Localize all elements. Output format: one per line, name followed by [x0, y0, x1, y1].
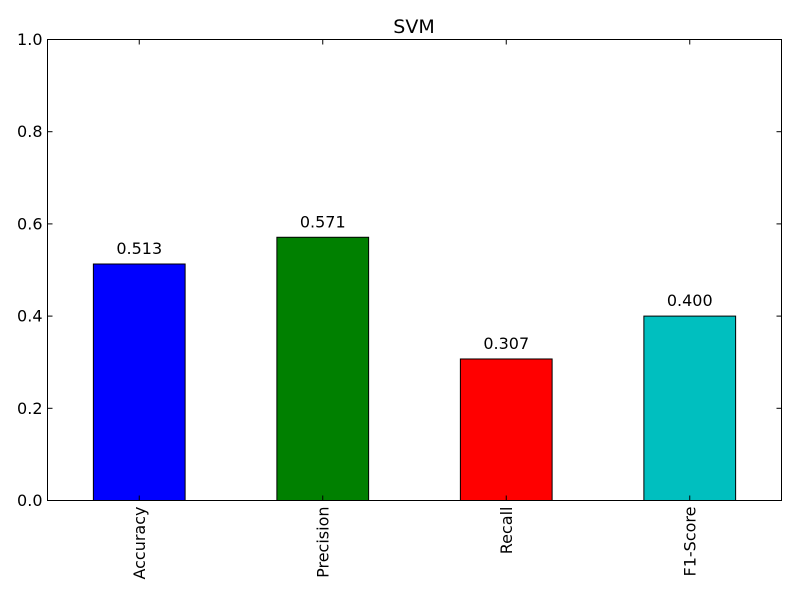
bar-label-f1-score: 0.400	[667, 291, 713, 310]
y-tick-label: 0.0	[17, 491, 42, 510]
bar-label-recall: 0.307	[483, 334, 529, 353]
y-tick-label: 0.8	[17, 122, 42, 141]
bar-accuracy	[92, 263, 186, 501]
bars-layer	[92, 236, 737, 501]
chart-title: SVM	[393, 16, 434, 38]
bar-recall	[459, 358, 553, 501]
bar-label-precision: 0.571	[300, 212, 346, 231]
bar-value-labels: 0.513 0.571 0.307 0.400	[116, 212, 712, 353]
bar-label-accuracy: 0.513	[116, 239, 162, 258]
x-axis: Accuracy Precision Recall F1-Score	[130, 39, 699, 580]
y-tick-label: 1.0	[17, 30, 42, 49]
x-tick-label-accuracy: Accuracy	[130, 507, 149, 580]
x-tick-label-precision: Precision	[313, 507, 332, 578]
x-tick-label-recall: Recall	[497, 507, 516, 555]
x-tick-label-f1-score: F1-Score	[680, 507, 699, 577]
plot-frame	[47, 39, 782, 501]
bar-precision	[276, 236, 370, 501]
y-axis: 0.0 0.2 0.4 0.6 0.8 1.0	[17, 30, 782, 510]
y-tick-label: 0.6	[17, 214, 42, 233]
bar-f1-score	[643, 315, 737, 501]
y-tick-label: 0.2	[17, 399, 42, 418]
y-tick-label: 0.4	[17, 307, 42, 326]
